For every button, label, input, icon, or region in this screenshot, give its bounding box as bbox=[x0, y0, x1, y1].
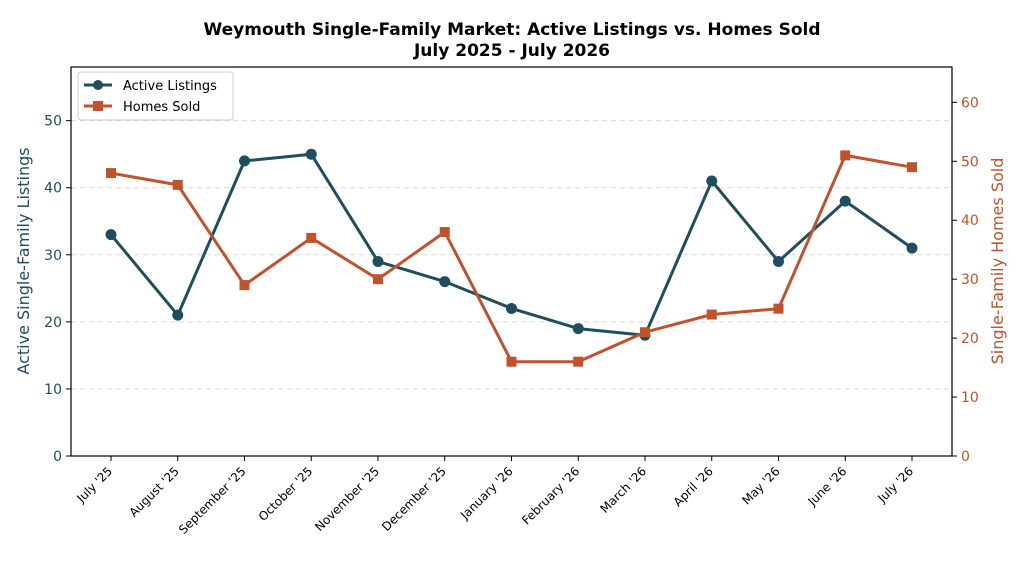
data-point-active-listings bbox=[773, 256, 784, 267]
legend-label-active-listings: Active Listings bbox=[123, 79, 217, 94]
left-tick-label: 0 bbox=[53, 449, 62, 465]
data-point-active-listings bbox=[439, 276, 451, 288]
right-axis-label: Single-Family Homes Sold bbox=[988, 158, 1007, 365]
left-tick-label: 50 bbox=[44, 114, 62, 130]
plot-frame bbox=[70, 66, 953, 457]
data-point-homes-sold bbox=[172, 179, 183, 190]
data-point-homes-sold bbox=[239, 280, 250, 291]
plot-series bbox=[105, 148, 918, 367]
right-tick-label: 60 bbox=[961, 95, 979, 111]
x-tick-label: October '25 bbox=[256, 464, 316, 524]
data-point-active-listings bbox=[239, 155, 250, 167]
right-y-axis: 0 10 20 30 40 50 60 bbox=[952, 95, 979, 465]
data-point-homes-sold bbox=[840, 150, 851, 161]
data-point-homes-sold bbox=[640, 327, 650, 338]
right-tick-label: 50 bbox=[961, 154, 979, 170]
legend-marker-homes-sold bbox=[93, 101, 103, 111]
data-point-homes-sold bbox=[773, 303, 784, 314]
x-tick-label: August '25 bbox=[126, 464, 181, 519]
right-tick-label: 20 bbox=[961, 331, 979, 347]
right-tick-label: 40 bbox=[961, 213, 979, 229]
legend-marker-active-listings bbox=[93, 80, 103, 90]
x-tick-label: March '26 bbox=[598, 464, 650, 516]
data-point-active-listings bbox=[305, 148, 317, 160]
data-point-homes-sold bbox=[573, 356, 584, 367]
data-point-homes-sold bbox=[907, 162, 917, 173]
data-point-homes-sold bbox=[306, 232, 317, 243]
chart-title: Weymouth Single-Family Market: Active Li… bbox=[203, 20, 820, 40]
left-y-axis: 0 10 20 30 40 50 bbox=[44, 114, 71, 465]
x-tick-label: November '25 bbox=[312, 464, 382, 534]
legend-box bbox=[77, 71, 234, 121]
data-point-active-listings bbox=[906, 242, 918, 254]
left-tick-label: 40 bbox=[44, 181, 62, 197]
data-point-active-listings bbox=[172, 309, 184, 321]
x-tick-label: December '25 bbox=[379, 464, 449, 534]
right-tick-label: 10 bbox=[961, 390, 979, 406]
x-tick-label: July '25 bbox=[73, 464, 115, 506]
data-point-active-listings bbox=[839, 195, 851, 207]
data-point-homes-sold bbox=[706, 309, 717, 320]
chart-subtitle: July 2025 - July 2026 bbox=[413, 41, 610, 61]
series-line-homes-sold bbox=[110, 153, 913, 364]
x-tick-label: February '26 bbox=[519, 464, 582, 527]
right-tick-label: 30 bbox=[961, 272, 979, 288]
x-tick-label: May '26 bbox=[739, 464, 782, 507]
x-tick-label: September '25 bbox=[176, 464, 249, 537]
left-axis-label: Active Single-Family Listings bbox=[14, 147, 33, 374]
data-point-homes-sold bbox=[439, 227, 450, 238]
data-point-active-listings bbox=[572, 323, 584, 335]
data-point-active-listings bbox=[506, 302, 517, 314]
grid bbox=[71, 120, 952, 390]
data-point-active-listings bbox=[105, 229, 117, 241]
data-point-homes-sold bbox=[106, 168, 116, 179]
x-tick-label: April '26 bbox=[671, 464, 716, 509]
x-tick-label: July '26 bbox=[874, 464, 916, 506]
data-point-active-listings bbox=[706, 175, 718, 187]
left-tick-label: 10 bbox=[44, 382, 62, 398]
right-tick-label: 0 bbox=[961, 449, 970, 465]
legend: Active Listings Homes Sold bbox=[77, 71, 234, 121]
left-tick-label: 30 bbox=[44, 248, 62, 264]
x-tick-label: June '26 bbox=[804, 464, 849, 509]
x-tick-label: January '26 bbox=[457, 464, 516, 523]
legend-label-homes-sold: Homes Sold bbox=[123, 100, 200, 115]
data-point-active-listings bbox=[372, 256, 384, 267]
data-point-homes-sold bbox=[506, 356, 517, 367]
left-tick-label: 20 bbox=[44, 315, 62, 331]
data-point-homes-sold bbox=[373, 274, 383, 285]
